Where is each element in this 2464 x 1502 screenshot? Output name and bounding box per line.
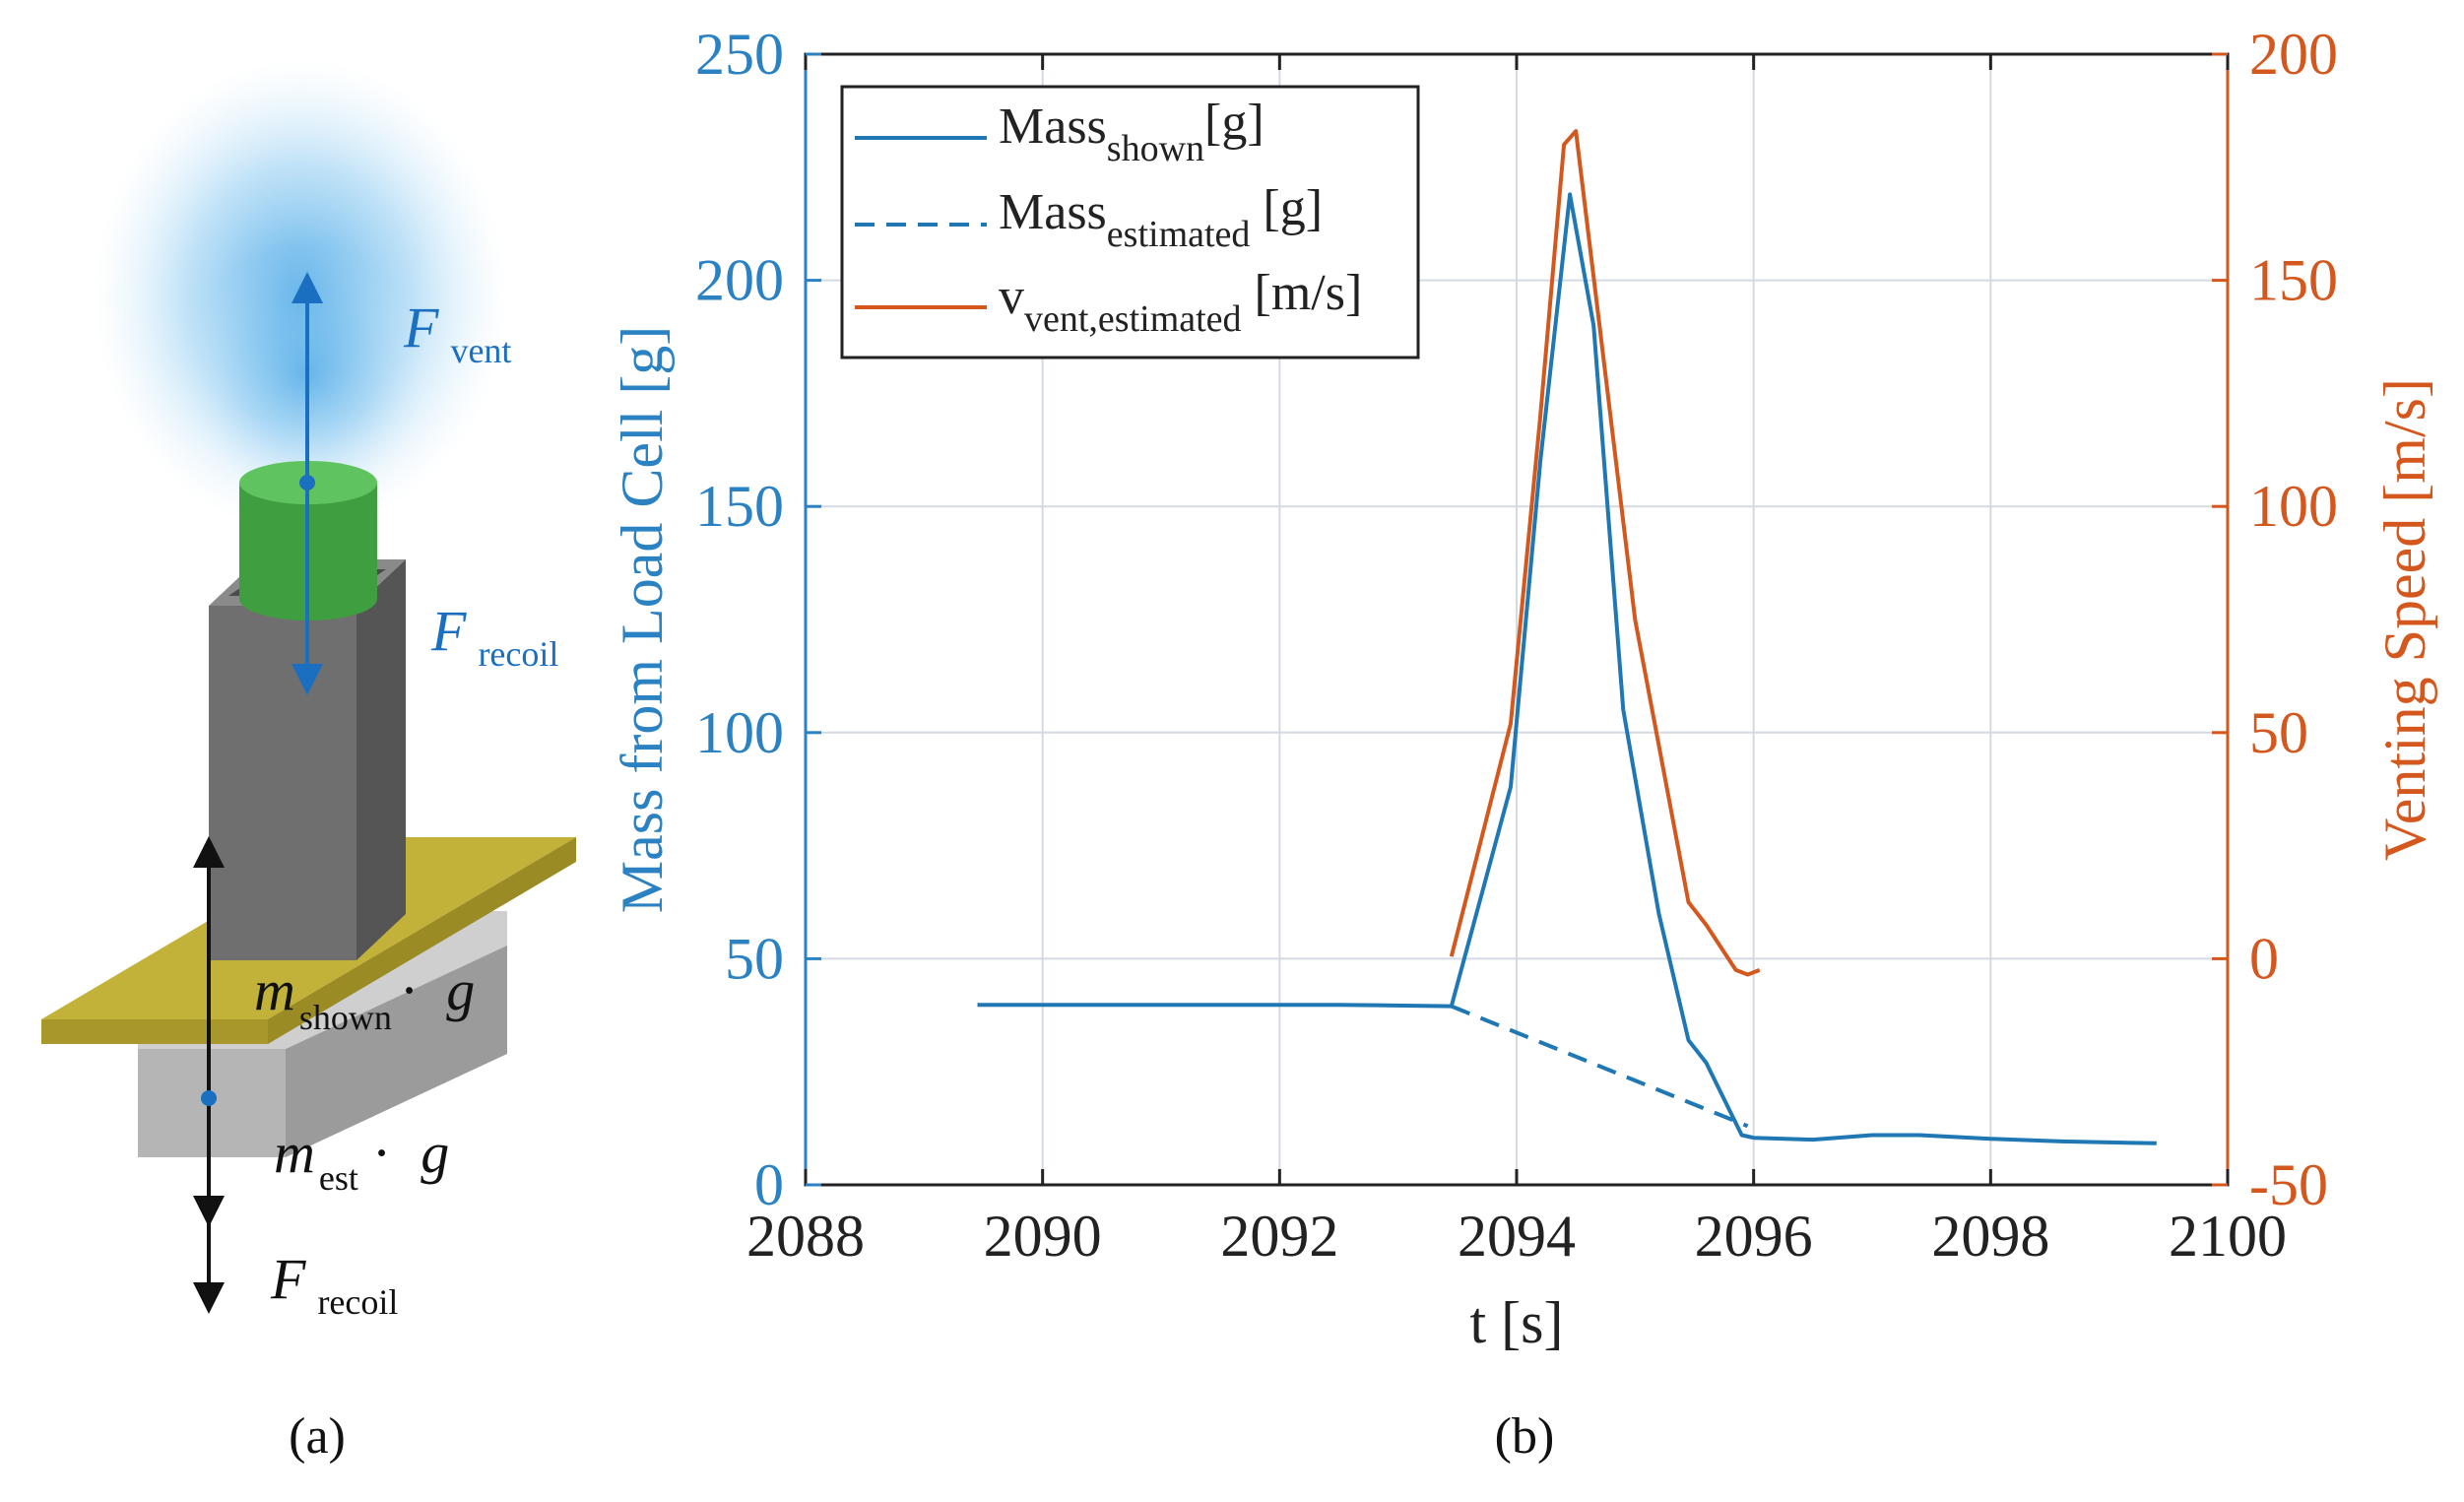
m-shown-label: m shown · g bbox=[254, 958, 475, 1037]
panel-a-label: (a) bbox=[289, 1408, 346, 1465]
base-point bbox=[201, 1090, 217, 1106]
legend-label-mass-estimated: Massestimated [g] bbox=[999, 180, 1323, 255]
y-tick-label: 100 bbox=[695, 700, 784, 765]
x-tick-label: 2094 bbox=[1458, 1204, 1576, 1269]
y-tick-label: 50 bbox=[725, 926, 784, 991]
y-axis-label: Mass from Load Cell [g] bbox=[610, 326, 675, 914]
m-est-label: m est · g bbox=[274, 1121, 449, 1198]
y2-tick-label: 100 bbox=[2249, 474, 2338, 539]
ticks: 2088 2090 2092 2094 2096 2098 2100 0 50 100 150 200… bbox=[695, 22, 2338, 1269]
x-tick-label: 2090 bbox=[984, 1204, 1102, 1269]
y2-tick-label: 200 bbox=[2249, 22, 2338, 87]
legend: Massshown[g] Massestimated [g] vvent,est… bbox=[840, 85, 1420, 359]
legend-label-mass-shown: Massshown[g] bbox=[999, 95, 1264, 169]
y-tick-label: 0 bbox=[754, 1152, 784, 1217]
legend-box bbox=[840, 85, 1420, 359]
y2-tick-label: 0 bbox=[2249, 926, 2279, 991]
legend-item-vent-speed: vvent,estimated [m/s] bbox=[855, 265, 1362, 340]
y2-tick-label: 150 bbox=[2249, 248, 2338, 313]
legend-item-mass-shown: Massshown[g] bbox=[855, 95, 1264, 169]
panel-b: 2088 2090 2092 2094 2096 2098 2100 0 50 100 150 200… bbox=[610, 22, 2437, 1465]
y-tick-label: 150 bbox=[695, 474, 784, 539]
x-tick-label: 2100 bbox=[2169, 1204, 2287, 1269]
x-tick-label: 2096 bbox=[1695, 1204, 1813, 1269]
y2-tick-label: -50 bbox=[2249, 1152, 2328, 1217]
y-tick-label: 200 bbox=[695, 248, 784, 313]
x-axis-label: t [s] bbox=[1470, 1290, 1564, 1355]
legend-label-vent-speed: vvent,estimated [m/s] bbox=[999, 265, 1362, 340]
series-mass-shown bbox=[977, 192, 2157, 1145]
series-vent-speed bbox=[1449, 129, 1761, 977]
vent-point bbox=[299, 475, 315, 490]
x-tick-label: 2088 bbox=[746, 1204, 865, 1269]
panel-b-label: (b) bbox=[1495, 1408, 1555, 1465]
x-tick-label: 2098 bbox=[1931, 1204, 2049, 1269]
series-mass-estimated bbox=[1451, 1004, 1749, 1129]
vent-gas-plume-icon bbox=[94, 59, 507, 532]
x-tick-label: 2092 bbox=[1220, 1204, 1338, 1269]
legend-item-mass-estimated: Massestimated [g] bbox=[855, 180, 1323, 255]
y-tick-label: 250 bbox=[695, 22, 784, 87]
series-layer bbox=[977, 129, 2157, 1145]
y2-axis-label: Venting Speed [m/s] bbox=[2372, 378, 2437, 861]
y2-tick-label: 50 bbox=[2249, 700, 2308, 765]
